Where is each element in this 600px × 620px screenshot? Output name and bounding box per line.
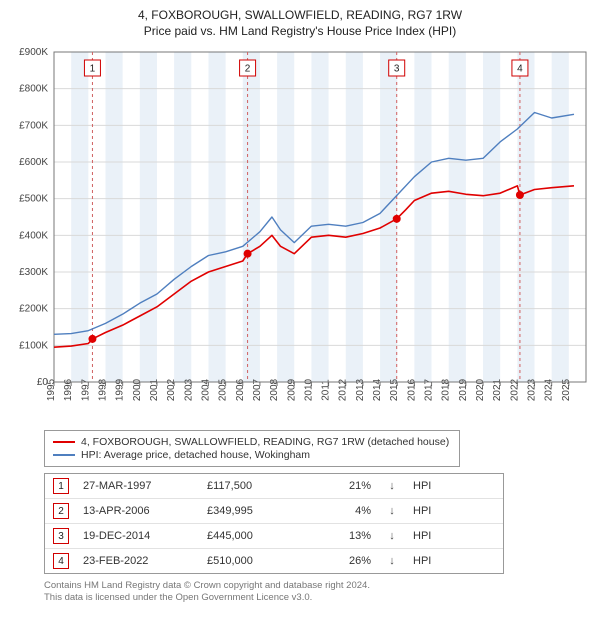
tx-marker-icon: 1: [53, 478, 69, 494]
down-arrow-icon: ↓: [385, 530, 399, 542]
svg-text:3: 3: [394, 64, 400, 75]
legend-label: 4, FOXBOROUGH, SWALLOWFIELD, READING, RG…: [81, 436, 449, 448]
svg-text:£700K: £700K: [19, 120, 48, 131]
title-address: 4, FOXBOROUGH, SWALLOWFIELD, READING, RG…: [8, 8, 592, 22]
tx-marker-icon: 4: [53, 553, 69, 569]
title-subtitle: Price paid vs. HM Land Registry's House …: [8, 24, 592, 38]
transactions-table: 1 27-MAR-1997 £117,500 21% ↓ HPI 2 13-AP…: [44, 473, 504, 574]
legend-label: HPI: Average price, detached house, Woki…: [81, 449, 310, 461]
attribution-line1: Contains HM Land Registry data © Crown c…: [44, 580, 592, 592]
legend-item: 4, FOXBOROUGH, SWALLOWFIELD, READING, RG…: [53, 436, 451, 448]
legend-item: HPI: Average price, detached house, Woki…: [53, 449, 451, 461]
tx-suffix: HPI: [413, 505, 495, 517]
tx-diff: 13%: [311, 530, 371, 542]
svg-text:£500K: £500K: [19, 194, 48, 205]
tx-suffix: HPI: [413, 555, 495, 567]
tx-diff: 21%: [311, 480, 371, 492]
tx-date: 13-APR-2006: [83, 505, 193, 517]
svg-text:£100K: £100K: [19, 340, 48, 351]
attribution-line2: This data is licensed under the Open Gov…: [44, 592, 592, 604]
table-row: 1 27-MAR-1997 £117,500 21% ↓ HPI: [45, 474, 503, 498]
attribution: Contains HM Land Registry data © Crown c…: [44, 580, 592, 605]
tx-price: £117,500: [207, 480, 297, 492]
svg-text:1: 1: [90, 64, 96, 75]
tx-marker-icon: 2: [53, 503, 69, 519]
chart-title-block: 4, FOXBOROUGH, SWALLOWFIELD, READING, RG…: [8, 8, 592, 44]
tx-price: £510,000: [207, 555, 297, 567]
svg-text:£900K: £900K: [19, 47, 48, 58]
page-root: 4, FOXBOROUGH, SWALLOWFIELD, READING, RG…: [0, 0, 600, 620]
chart-svg: £0£100K£200K£300K£400K£500K£600K£700K£80…: [8, 44, 592, 424]
table-row: 2 13-APR-2006 £349,995 4% ↓ HPI: [45, 498, 503, 523]
tx-price: £349,995: [207, 505, 297, 517]
tx-diff: 4%: [311, 505, 371, 517]
svg-text:£800K: £800K: [19, 84, 48, 95]
legend-swatch: [53, 454, 75, 456]
svg-text:£300K: £300K: [19, 267, 48, 278]
down-arrow-icon: ↓: [385, 505, 399, 517]
svg-text:4: 4: [517, 64, 523, 75]
down-arrow-icon: ↓: [385, 480, 399, 492]
svg-text:£600K: £600K: [19, 157, 48, 168]
svg-text:2: 2: [245, 64, 251, 75]
tx-date: 27-MAR-1997: [83, 480, 193, 492]
price-chart: £0£100K£200K£300K£400K£500K£600K£700K£80…: [8, 44, 592, 424]
tx-diff: 26%: [311, 555, 371, 567]
svg-text:£400K: £400K: [19, 230, 48, 241]
legend-swatch: [53, 441, 75, 443]
tx-date: 23-FEB-2022: [83, 555, 193, 567]
tx-marker-icon: 3: [53, 528, 69, 544]
legend: 4, FOXBOROUGH, SWALLOWFIELD, READING, RG…: [44, 430, 460, 467]
down-arrow-icon: ↓: [385, 555, 399, 567]
tx-date: 19-DEC-2014: [83, 530, 193, 542]
tx-price: £445,000: [207, 530, 297, 542]
svg-text:£200K: £200K: [19, 304, 48, 315]
tx-suffix: HPI: [413, 480, 495, 492]
tx-suffix: HPI: [413, 530, 495, 542]
table-row: 4 23-FEB-2022 £510,000 26% ↓ HPI: [45, 548, 503, 573]
table-row: 3 19-DEC-2014 £445,000 13% ↓ HPI: [45, 523, 503, 548]
